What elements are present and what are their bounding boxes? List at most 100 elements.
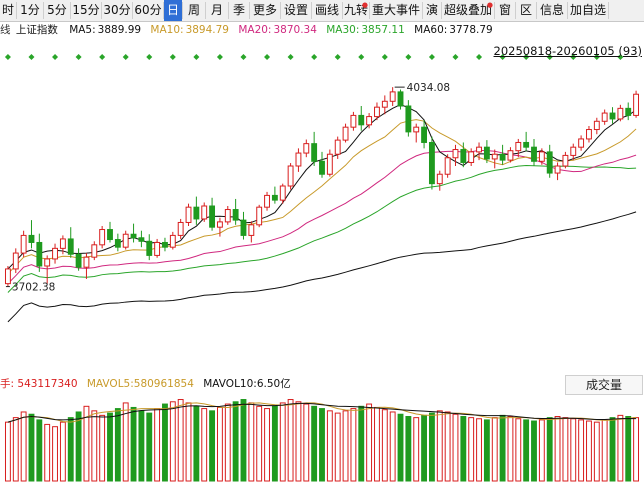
candle-up [248,224,255,236]
toolbar-separator [249,2,250,19]
period-toolbar: 时 1分 5分 15分 30分 60分日周月季更多 设置 画线 九转 ● 重大事件演超级叠加 ● 窗区信… [0,0,644,22]
candle-up [201,205,208,220]
toolbar-item-14[interactable]: 重大事件 [371,3,420,17]
candle-down [28,234,35,243]
candle-down [421,126,428,143]
volume-bar-down [625,416,632,482]
candle-down [130,233,137,239]
volume-bar-up [468,417,475,482]
toolbar-separator [132,2,133,19]
candle-down [523,141,530,148]
event-marker-icon [311,54,318,60]
event-marker-icon [476,54,483,60]
ma60-value: 3778.79 [449,24,493,36]
volume-bar-down [130,406,137,482]
toolbar-item-7[interactable]: 周 [187,3,200,17]
candle-up [538,151,545,162]
candle-up [326,153,333,175]
event-marker-icon [358,54,365,60]
candle-down [193,206,200,220]
toolbar-item-17[interactable]: 窗 [498,3,511,17]
volume-bar-up [538,419,545,482]
volume-bar-up [452,413,459,482]
candle-up [224,209,231,223]
candle-up [303,143,310,154]
toolbar-item-8[interactable]: 月 [210,3,223,17]
candle-up [413,126,420,133]
candle-up [476,146,482,153]
candle-up [350,114,357,128]
event-marker-icon [122,54,129,60]
candle-down [114,239,121,248]
volume-bar-down [405,416,412,482]
candle-down [358,114,365,126]
toolbar-item-5[interactable]: 60分 [134,3,162,17]
volume-chart[interactable] [0,393,644,483]
volume-bar-down [146,412,153,482]
candle-up [374,106,380,118]
toolbar-item-18[interactable]: 区 [519,3,532,17]
toolbar-item-3[interactable]: 15分 [72,3,100,17]
event-marker-icon [216,54,223,60]
toolbar-separator [515,2,516,19]
toolbar-item-0[interactable]: 时 [1,3,14,17]
event-marker-icon [240,54,247,60]
mavol10-value: 6.50亿 [256,378,291,390]
candle-down [107,229,113,241]
high-price-label: 4034.08 [407,82,450,94]
toolbar-item-20[interactable]: 加自选 [569,3,606,17]
candle-up [633,93,640,116]
candle-up [366,116,373,126]
candle-up [578,138,585,148]
volume-bar-down [138,410,145,482]
event-marker-icon [52,54,59,60]
event-marker-icon [428,54,435,60]
candle-down [319,160,325,175]
event-marker-icon [99,54,106,60]
candlestick-chart[interactable]: 4034.08 3702.38 [0,36,644,374]
candle-down [209,205,216,228]
volume-bar-down [421,414,428,482]
toolbar-separator [342,2,343,19]
toolbar-item-19[interactable]: 信息 [539,3,564,17]
volume-bar-up [4,421,11,482]
volume-bar-up [12,417,19,482]
volume-bar-up [334,412,341,482]
candle-down [67,238,74,255]
toolbar-item-11[interactable]: 设置 [283,3,308,17]
toolbar-item-6[interactable]: 日 [164,0,182,21]
toolbar-item-9[interactable]: 季 [232,3,245,17]
candle-up [444,157,451,175]
toolbar-item-1[interactable]: 1分 [20,3,40,17]
mavol5-label: MAVOL5: [86,378,134,390]
candle-down [499,153,506,161]
date-range-label[interactable]: 20250818-20260105 (93) [493,44,642,58]
toolbar-item-13[interactable]: 九转 ● [343,1,368,18]
toolbar-item-2[interactable]: 5分 [47,3,67,17]
ma20-label: MA20: [238,24,272,36]
toolbar-separator [422,2,423,19]
candle-down [428,141,435,185]
event-marker-icon [4,54,11,60]
ma30-label: MA30: [326,24,360,36]
volume-bar-up [295,401,302,482]
candle-up [52,247,58,260]
volume-bar-down [114,408,121,482]
candle-down [405,105,412,133]
volume-bar-down [67,417,74,482]
toolbar-item-16[interactable]: 超级叠加 ● [443,1,493,18]
toolbar-item-15[interactable]: 演 [425,3,438,17]
event-marker-icon [334,54,341,60]
toolbar-item-12[interactable]: 画线 [314,3,339,17]
ma60-line [7,211,637,323]
toolbar-separator [16,2,17,19]
toolbar-separator [311,2,312,19]
candle-up [216,221,223,228]
volume-indicator-button[interactable]: 成交量 [565,375,643,395]
volume-bar-up [374,406,380,482]
volume-bar-up [562,417,569,482]
toolbar-item-10[interactable]: 更多 [252,3,277,17]
toolbar-item-4[interactable]: 30分 [103,3,131,17]
candle-down [138,237,145,242]
candle-up [177,221,184,236]
